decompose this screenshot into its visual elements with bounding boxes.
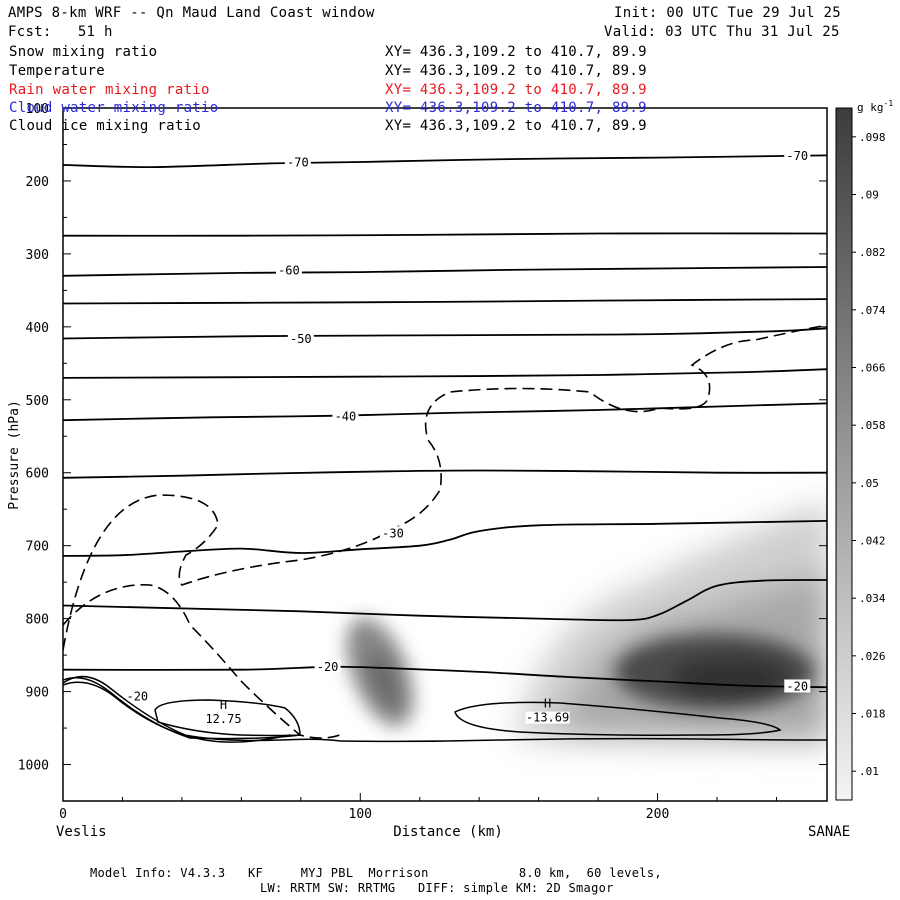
contour-label: -70 bbox=[786, 149, 808, 163]
contour-label: -20 bbox=[786, 679, 808, 693]
temperature-contour-45 bbox=[63, 368, 827, 379]
contour-label-bg bbox=[275, 263, 302, 277]
y-tick-label: 400 bbox=[26, 321, 49, 336]
colorbar-tick-label: .058 bbox=[859, 419, 886, 432]
high-marker: H bbox=[544, 697, 551, 711]
temperature-contour-70 bbox=[63, 154, 827, 169]
high-value: -13.69 bbox=[526, 711, 569, 725]
model-info-line2: LW: RRTM SW: RRTMG DIFF: simple KM: 2D S… bbox=[260, 881, 614, 895]
chart-title: AMPS 8-km WRF -- Qn Maud Land Coast wind… bbox=[8, 5, 375, 21]
field-name-cloud-water: Cloud water mixing ratio bbox=[9, 100, 219, 116]
contour-label: -40 bbox=[335, 410, 357, 424]
init-time: Init: 00 UTC Tue 29 Jul 25 bbox=[614, 5, 841, 21]
contour-label-bg bbox=[284, 155, 311, 169]
left-endpoint-label: Veslis bbox=[56, 824, 107, 840]
field-name-rain: Rain water mixing ratio bbox=[9, 82, 210, 98]
high-value-bg bbox=[525, 711, 570, 724]
temperature-contour-30 bbox=[63, 520, 827, 557]
field-xy-cloud-ice: XY= 436.3,109.2 to 410.7, 89.9 bbox=[385, 118, 647, 134]
y-tick-label: 300 bbox=[26, 248, 49, 263]
contour-label: -60 bbox=[278, 264, 300, 278]
temperature-contour-35 bbox=[63, 469, 827, 479]
contour-label-bg bbox=[379, 526, 406, 540]
field-xy-cloud-water: XY= 436.3,109.2 to 410.7, 89.9 bbox=[385, 100, 647, 116]
contour-label-bg bbox=[784, 149, 811, 163]
field-xy-rain: XY= 436.3,109.2 to 410.7, 89.9 bbox=[385, 82, 647, 98]
y-tick-label: 900 bbox=[26, 686, 49, 701]
forecast-hour: Fcst: 51 h bbox=[8, 24, 113, 40]
colorbar-tick-label: .05 bbox=[859, 477, 879, 490]
temperature-contour-50 bbox=[63, 327, 827, 340]
field-name-cloud-ice: Cloud ice mixing ratio bbox=[9, 118, 202, 134]
snow-core-right-inner bbox=[670, 656, 790, 700]
contour-label-bg bbox=[332, 409, 359, 423]
colorbar: g kg-1 .01 .018 .026 .034 .042 .05 .058 .066 .07… bbox=[835, 99, 893, 801]
high-value-bg bbox=[201, 713, 246, 726]
field-name-snow: Snow mixing ratio bbox=[9, 44, 158, 60]
surface-contours bbox=[63, 675, 827, 743]
temperature-contours bbox=[63, 154, 827, 689]
y-tick-label: 700 bbox=[26, 540, 49, 555]
field-xy-temperature: XY= 436.3,109.2 to 410.7, 89.9 bbox=[385, 63, 647, 79]
high-marker: H bbox=[220, 698, 227, 712]
colorbar-tick-label: .01 bbox=[859, 765, 879, 778]
y-tick-label: 100 bbox=[26, 102, 49, 117]
contour-label-bg bbox=[784, 679, 811, 693]
x-tick-label: 0 bbox=[59, 807, 67, 822]
contour-label: -50 bbox=[290, 332, 312, 346]
colorbar-tick-label: .098 bbox=[859, 131, 886, 144]
y-axis: 100 200 300 400 500 600 700 800 900 1000 bbox=[18, 102, 827, 802]
valid-time: Valid: 03 UTC Thu 31 Jul 25 bbox=[604, 24, 840, 40]
colorbar-tick-label: .034 bbox=[859, 592, 886, 605]
model-info-line1: Model Info: V4.3.3 KF MYJ PBL Morrison 8… bbox=[90, 866, 662, 880]
x-tick-label: 200 bbox=[646, 807, 669, 822]
high-value: 12.75 bbox=[205, 712, 241, 726]
contour-label: -20 bbox=[126, 690, 148, 704]
x-tick-label: 100 bbox=[349, 807, 372, 822]
y-axis-label: Pressure (hPa) bbox=[7, 400, 22, 510]
contour-label: -70 bbox=[287, 156, 309, 170]
temperature-contour-25 bbox=[63, 579, 827, 622]
contour-label: -20 bbox=[317, 660, 339, 674]
colorbar-tick-label: .066 bbox=[859, 362, 886, 375]
field-name-temperature: Temperature bbox=[9, 63, 106, 79]
y-tick-label: 600 bbox=[26, 467, 49, 482]
y-tick-label: 500 bbox=[26, 394, 49, 409]
x-axis-label: Distance (km) bbox=[393, 824, 503, 840]
colorbar-units: g kg-1 bbox=[857, 99, 893, 114]
temperature-contour-40 bbox=[63, 402, 827, 422]
right-endpoint-label: SANAE bbox=[808, 824, 850, 840]
colorbar-tick-label: .082 bbox=[859, 246, 886, 259]
y-tick-label: 200 bbox=[26, 175, 49, 190]
colorbar-tick-label: .09 bbox=[859, 189, 879, 202]
contour-label-bg bbox=[287, 332, 314, 346]
field-xy-snow: XY= 436.3,109.2 to 410.7, 89.9 bbox=[385, 44, 647, 60]
y-tick-label: 800 bbox=[26, 613, 49, 628]
temperature-contour-20 bbox=[63, 665, 827, 689]
colorbar-tick-label: .026 bbox=[859, 650, 886, 663]
temperature-contour-60 bbox=[63, 266, 827, 277]
contour-label-bg bbox=[314, 659, 341, 673]
colorbar-tick-label: .074 bbox=[859, 304, 886, 317]
colorbar-ramp bbox=[835, 107, 853, 801]
temperature-contour-65 bbox=[63, 232, 827, 237]
temperature-contour-55 bbox=[63, 298, 827, 305]
colorbar-tick-label: .042 bbox=[859, 535, 886, 548]
snow-core-left-inner bbox=[366, 649, 402, 711]
colorbar-tick-label: .018 bbox=[859, 708, 886, 721]
contour-label: -30 bbox=[382, 526, 404, 540]
y-tick-label: 1000 bbox=[18, 759, 49, 774]
x-axis: 0 100 200 bbox=[59, 793, 777, 822]
plot-frame bbox=[62, 107, 828, 802]
snow-mixing-ratio-shading bbox=[346, 501, 827, 745]
